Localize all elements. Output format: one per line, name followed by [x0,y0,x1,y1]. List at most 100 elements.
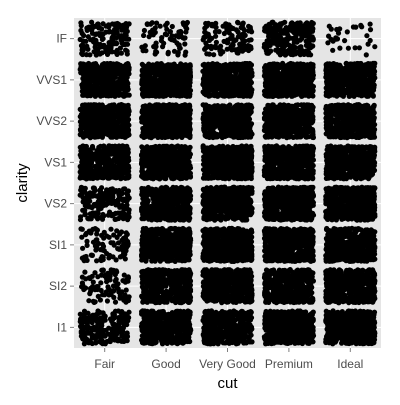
data-point [126,127,131,132]
data-point [168,335,173,340]
data-point [143,244,148,249]
data-point [168,165,173,170]
data-point [113,325,118,330]
data-point [97,310,102,315]
data-point [85,72,90,77]
data-point [125,122,130,127]
data-point [83,285,88,290]
data-point [97,175,102,180]
data-point [143,256,148,261]
data-point [158,327,163,332]
data-point [105,171,110,176]
data-point [87,291,92,296]
data-point [125,338,130,343]
data-point [155,216,160,221]
data-point [125,151,130,156]
data-point [147,213,152,218]
data-point [84,105,89,110]
data-point [154,191,159,196]
data-point [82,164,87,169]
data-point [172,290,177,295]
data-point [120,143,125,148]
data-point [139,324,144,329]
data-point [180,176,185,181]
data-point [178,318,183,323]
data-point [80,191,85,196]
data-point [155,313,160,318]
data-point [184,290,189,295]
data-point [84,87,89,92]
data-point [82,78,87,83]
data-point [101,143,106,148]
data-point [178,194,183,199]
data-point [84,239,89,244]
data-point [82,334,87,339]
data-point [116,163,121,168]
data-point [78,114,83,119]
data-point [111,169,116,174]
data-point [165,192,170,197]
data-point [175,324,180,329]
data-point [117,232,122,237]
data-point [110,317,115,322]
data-point [143,200,148,205]
data-point [98,247,103,252]
data-point [119,338,124,343]
data-point [81,33,86,38]
data-point [114,217,119,222]
data-point [78,37,83,42]
data-point [114,40,119,45]
data-point [99,233,104,238]
data-point [110,49,115,54]
data-point [160,338,165,343]
data-point [120,103,125,108]
data-point [178,169,183,174]
data-point [120,118,125,123]
data-point [112,105,117,110]
data-point [143,227,148,232]
data-point [161,186,166,191]
data-point [153,247,158,252]
data-point [101,89,106,94]
data-point [106,292,111,297]
data-point [111,110,116,115]
data-point [169,144,174,149]
data-point [167,326,172,331]
data-point [180,267,185,272]
data-point [103,29,108,34]
data-point [140,299,145,304]
data-point [90,253,95,258]
data-point [157,287,162,292]
data-point [98,125,103,130]
data-point [147,254,152,259]
data-point [84,126,89,131]
data-point [94,164,99,169]
data-point [108,194,113,199]
data-point [163,329,168,334]
data-point [176,236,181,241]
data-point [175,251,180,256]
data-point [175,268,180,273]
data-point [162,176,167,181]
data-point [117,24,122,29]
data-point [97,155,102,160]
data-point [160,245,165,250]
data-point [149,275,154,280]
data-point [178,208,183,213]
data-point [97,112,102,117]
data-point [126,37,131,42]
data-point [140,164,145,169]
data-point [174,193,179,198]
data-point [88,286,93,291]
data-point [139,311,144,316]
data-point [119,289,124,294]
data-point [139,216,144,221]
data-point [122,248,127,253]
data-point [106,326,111,331]
data-point [163,160,168,165]
data-point [82,270,87,275]
data-point [139,169,144,174]
data-point [175,341,180,346]
data-point [95,284,100,289]
data-point [103,82,108,87]
